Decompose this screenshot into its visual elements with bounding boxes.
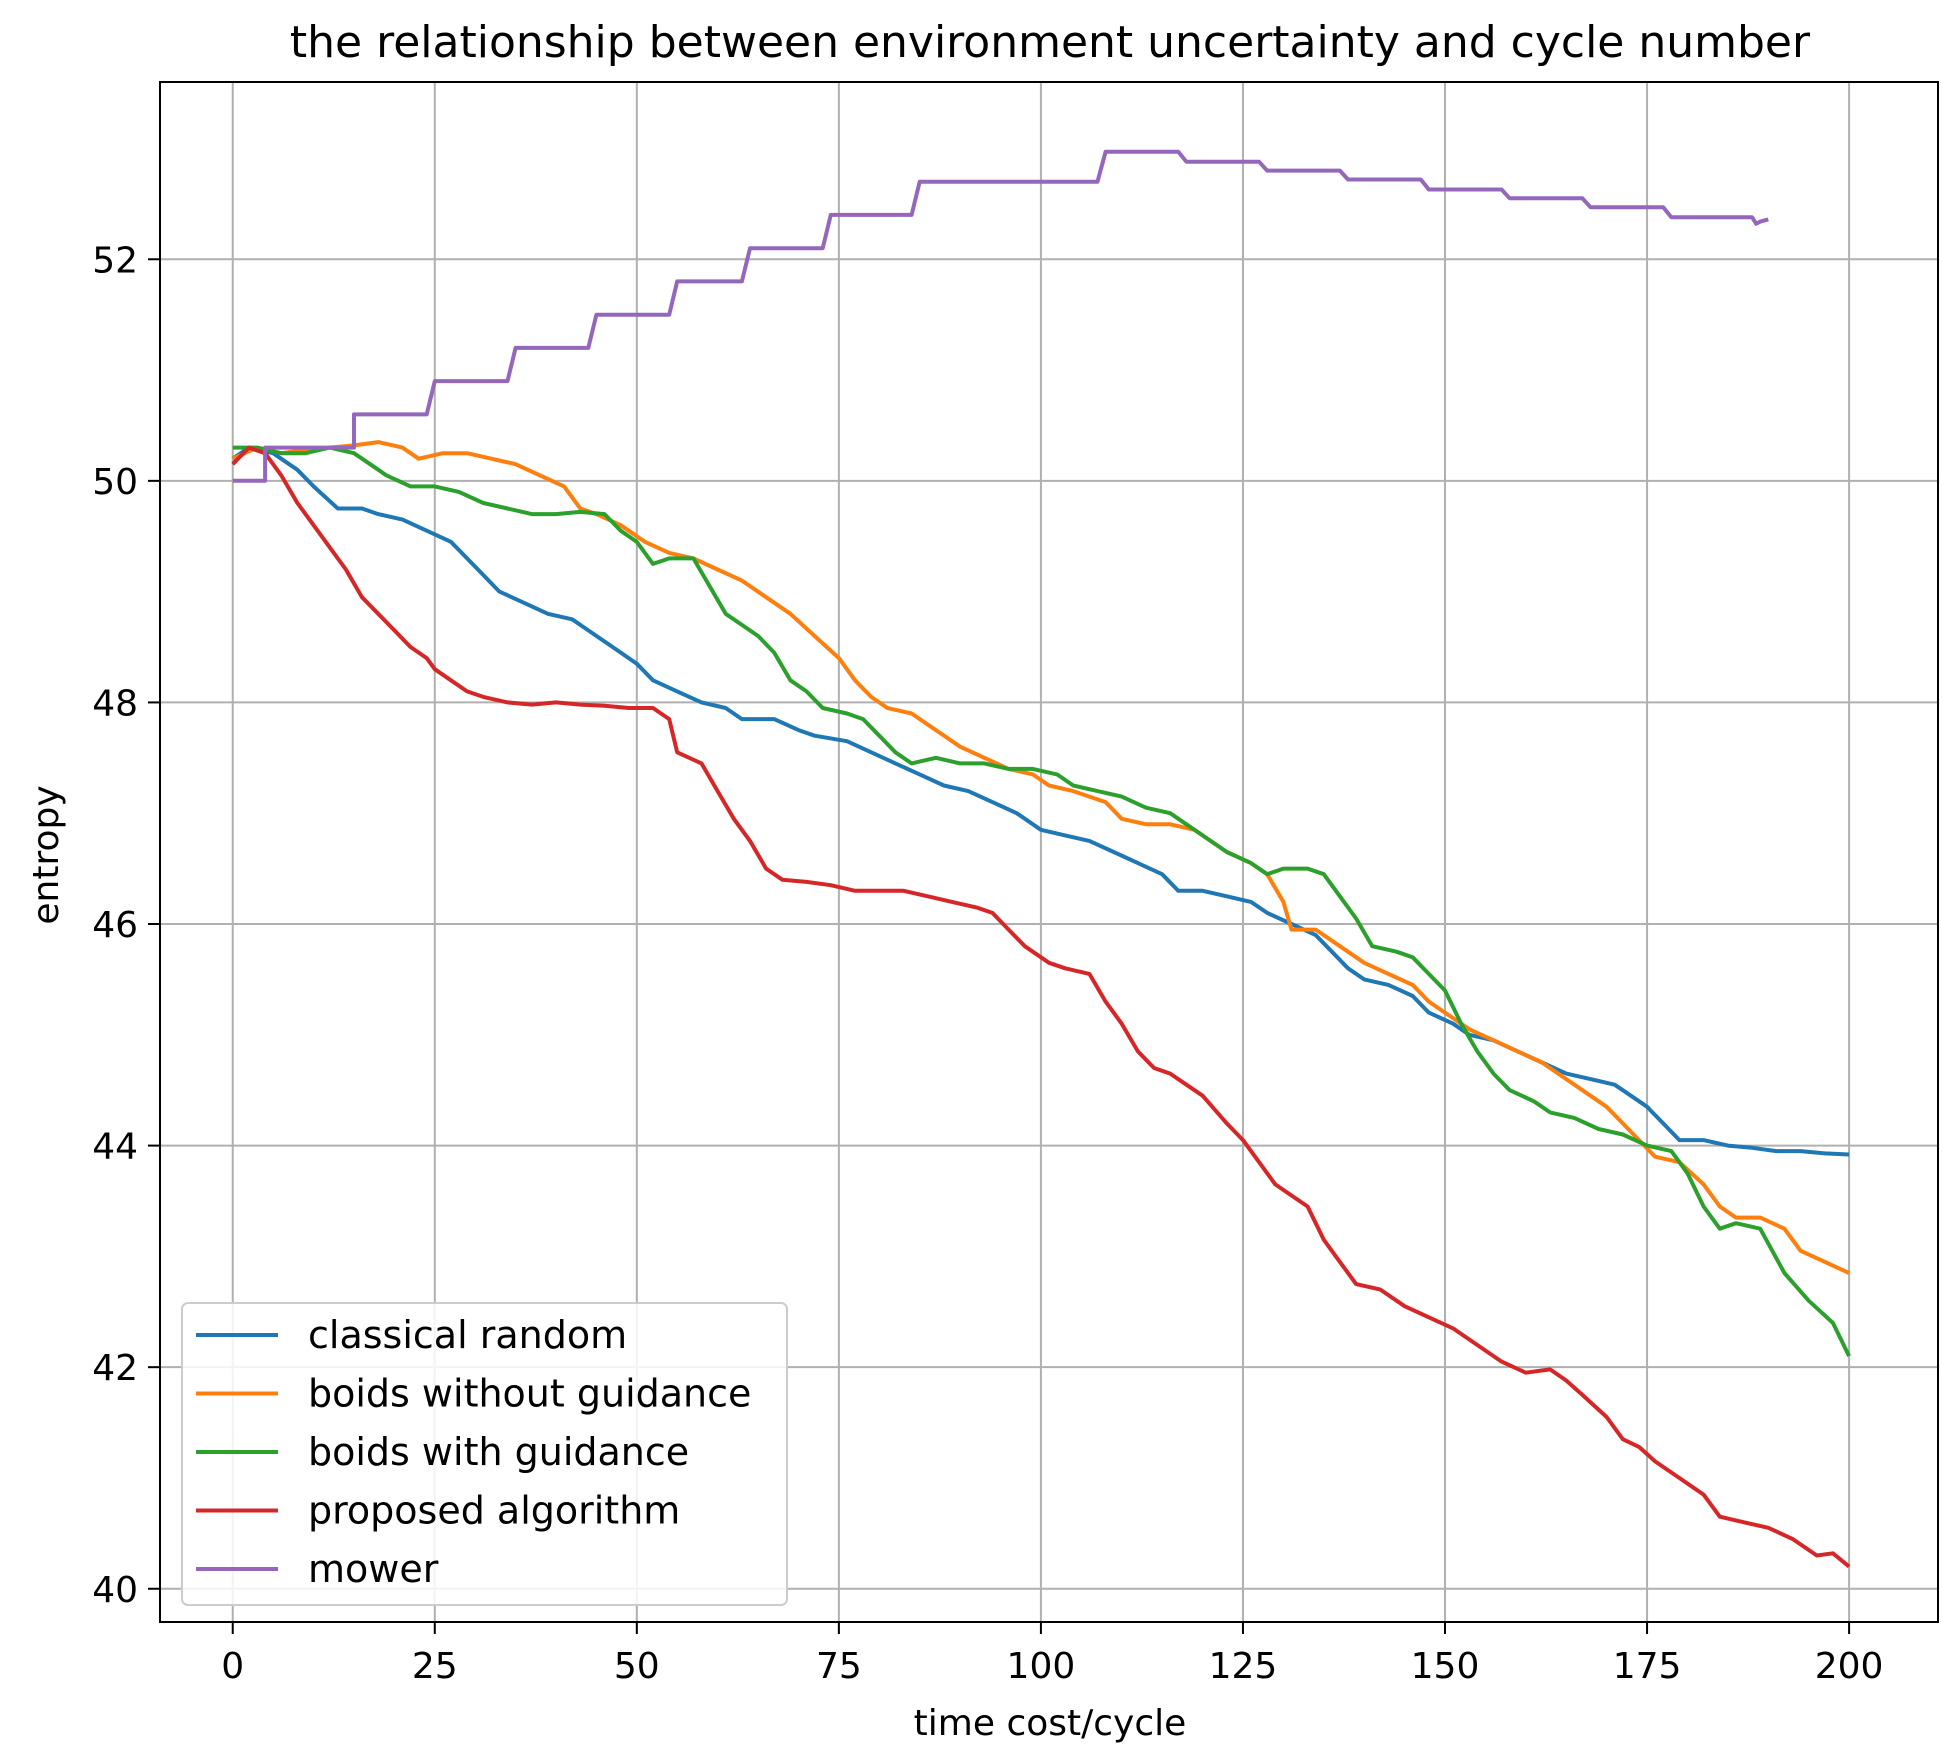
- legend-label: proposed algorithm: [308, 1489, 680, 1533]
- x-tick-label: 25: [412, 1646, 458, 1687]
- x-tick-label: 150: [1411, 1646, 1480, 1687]
- axis-ticks: 0 25 50 75 100 125 150 175 200 40 42 44 46 48 50 52: [92, 240, 1883, 1687]
- chart-title: the relationship between environment unc…: [290, 17, 1811, 68]
- x-tick-label: 0: [221, 1646, 244, 1687]
- legend-label: mower: [308, 1547, 439, 1591]
- x-tick-label: 125: [1209, 1646, 1278, 1687]
- y-tick-label: 46: [92, 905, 138, 946]
- legend: classical random boids without guidance bo…: [181, 1302, 788, 1606]
- series-line-classical-random: [231, 445, 1850, 1157]
- series-line-boids-without-guidance: [231, 440, 1850, 1275]
- series-line-proposed-algorithm: [231, 445, 1851, 1569]
- plot-frame: [159, 81, 1939, 1623]
- y-tick-label: 40: [92, 1570, 138, 1611]
- legend-label: boids with guidance: [308, 1430, 689, 1474]
- x-axis-label: time cost/cycle: [914, 1703, 1187, 1744]
- legend-box: [181, 1302, 788, 1606]
- x-tick-label: 50: [614, 1646, 660, 1687]
- series-line-mower: [232, 149, 1769, 483]
- x-tick-label: 100: [1007, 1646, 1076, 1687]
- y-tick-label: 50: [92, 462, 138, 503]
- y-axis-label: entropy: [26, 785, 67, 924]
- x-tick-label: 175: [1613, 1646, 1682, 1687]
- y-tick-label: 48: [92, 683, 138, 724]
- series-line-boids-with-guidance: [232, 445, 1851, 1357]
- y-tick-label: 52: [92, 240, 138, 281]
- x-tick-label: 75: [816, 1646, 862, 1687]
- y-tick-label: 42: [92, 1348, 138, 1389]
- legend-label: classical random: [308, 1313, 627, 1357]
- plot-series: [231, 149, 1851, 1569]
- x-tick-label: 200: [1815, 1646, 1884, 1687]
- legend-label: boids without guidance: [308, 1372, 751, 1416]
- y-tick-label: 44: [92, 1127, 138, 1168]
